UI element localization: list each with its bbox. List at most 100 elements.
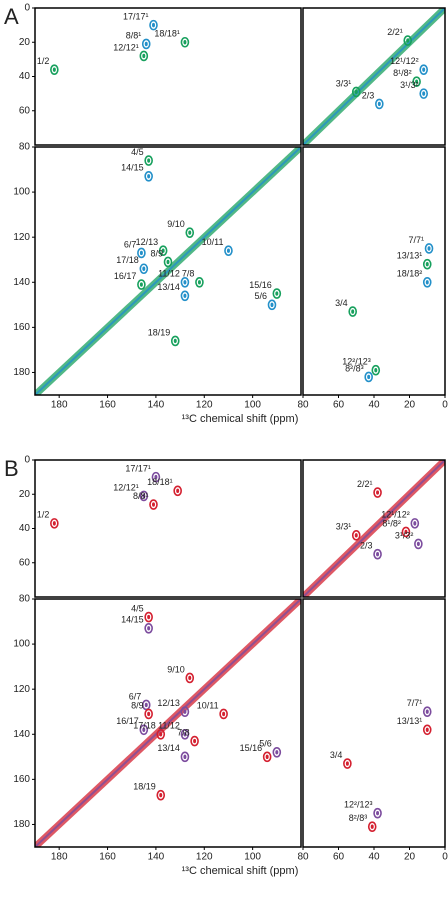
cross-peak-core [413,521,417,526]
cross-peak [180,751,190,763]
diagonal-edge [35,147,301,395]
peak-label: 13/13¹ [397,716,423,726]
cross-peak [144,708,153,720]
peak-label: 17/17¹ [125,464,151,474]
cross-peak-core [376,810,380,816]
cross-peak [190,735,199,747]
peak-label: 9/10 [167,219,185,229]
y-tick-label: 20 [19,489,31,500]
plot-area [35,599,301,847]
cross-peak-core [404,529,408,535]
cross-peak [139,263,149,275]
peak-label: 7/7¹ [409,235,425,245]
peak-label: 2/2¹ [387,27,403,37]
x-tick-label: 100 [244,400,261,411]
cross-peak [262,751,272,763]
cross-peak [419,88,429,99]
cross-peak-core [142,266,146,271]
cross-peak [141,38,151,50]
cross-peak [414,538,423,550]
cross-peak [401,526,411,538]
peak-label: 4/5 [131,603,144,613]
peak-label: 9/10 [167,664,185,674]
cross-peak-core [147,614,151,620]
cross-peak [195,276,204,288]
cross-peak [272,747,282,758]
plot-area [50,471,182,529]
cross-peak-core [376,551,380,557]
cross-peak [419,64,429,75]
peak-label: 12/12¹ [113,42,139,52]
y-tick-label: 40 [19,523,31,534]
cross-peak [412,76,421,87]
y-tick-label: 60 [19,557,31,568]
peak-label: 3¹/3² [395,530,414,540]
cross-peak [422,706,432,718]
x-tick-label: 80 [297,400,309,411]
x-tick-label: 0 [442,852,448,863]
peak-label: 12²/12³ [342,357,371,367]
cross-peak-core [374,368,378,373]
cross-peak-core [151,22,155,28]
cross-peak [149,19,158,31]
x-tick-label: 160 [99,852,116,863]
x-tick-label: 120 [196,852,213,863]
peak-label: 14/15 [121,163,144,173]
cross-peak [156,728,166,740]
peak-label: 4/5 [131,147,144,157]
cross-peak [373,487,382,498]
y-tick-label: 80 [19,594,31,605]
cross-peak [50,64,59,75]
cross-peak-core [422,91,426,96]
plot-area [303,8,445,145]
cross-peak [151,471,161,483]
cross-peak-core [151,502,155,507]
peak-label: 3¹/3² [400,80,419,90]
cross-peak [144,623,153,634]
x-axis-label: ¹³C chemical shift (ppm) [182,413,299,425]
cross-peak-core [147,711,151,717]
cross-peak-core [275,750,279,755]
cross-peak-core [354,89,358,95]
peak-label: 3/4 [330,750,343,760]
cross-peak-core [139,282,143,287]
cross-peak-core [159,732,163,737]
cross-peak [137,279,146,290]
cross-peak [180,276,190,288]
plot-area [50,19,190,75]
cross-peak [149,499,158,510]
peak-label: 13/14 [157,743,180,753]
axes-frame [34,598,302,848]
peak-label: 16/17 [114,271,137,281]
cross-peak-core [183,754,187,760]
y-tick-label: 40 [19,71,31,82]
cross-peak [371,364,381,376]
cross-peak [351,530,361,541]
cross-peak [180,290,190,302]
peak-label: 18/19 [133,782,156,792]
y-tick-label: 0 [24,455,30,466]
cross-peak [410,518,420,529]
cross-peak-core [188,675,192,681]
peak-label: 7/7¹ [407,698,423,708]
cross-peak-core [376,490,380,495]
cross-peak-core [52,67,56,72]
peak-label: 5/6 [259,739,272,749]
cross-peak [156,789,166,801]
cross-peak-core [183,293,187,298]
x-tick-label: 140 [148,852,165,863]
cross-peak [267,299,277,311]
peak-label: 6/7 [129,691,142,701]
peak-label: 15/16 [249,280,272,290]
x-tick-label: 180 [51,400,68,411]
peak-label: 8/9 [150,248,163,258]
peak-label: 15/16 [240,743,263,753]
cross-peak [367,821,377,833]
peak-label: 1/2 [37,510,50,520]
peak-label: 7/8 [177,727,190,737]
y-tick-label: 140 [13,277,30,288]
cross-peak-core [183,709,187,714]
x-tick-label: 100 [244,852,261,863]
y-tick-label: 20 [19,37,31,48]
cross-peak-core [176,488,180,494]
